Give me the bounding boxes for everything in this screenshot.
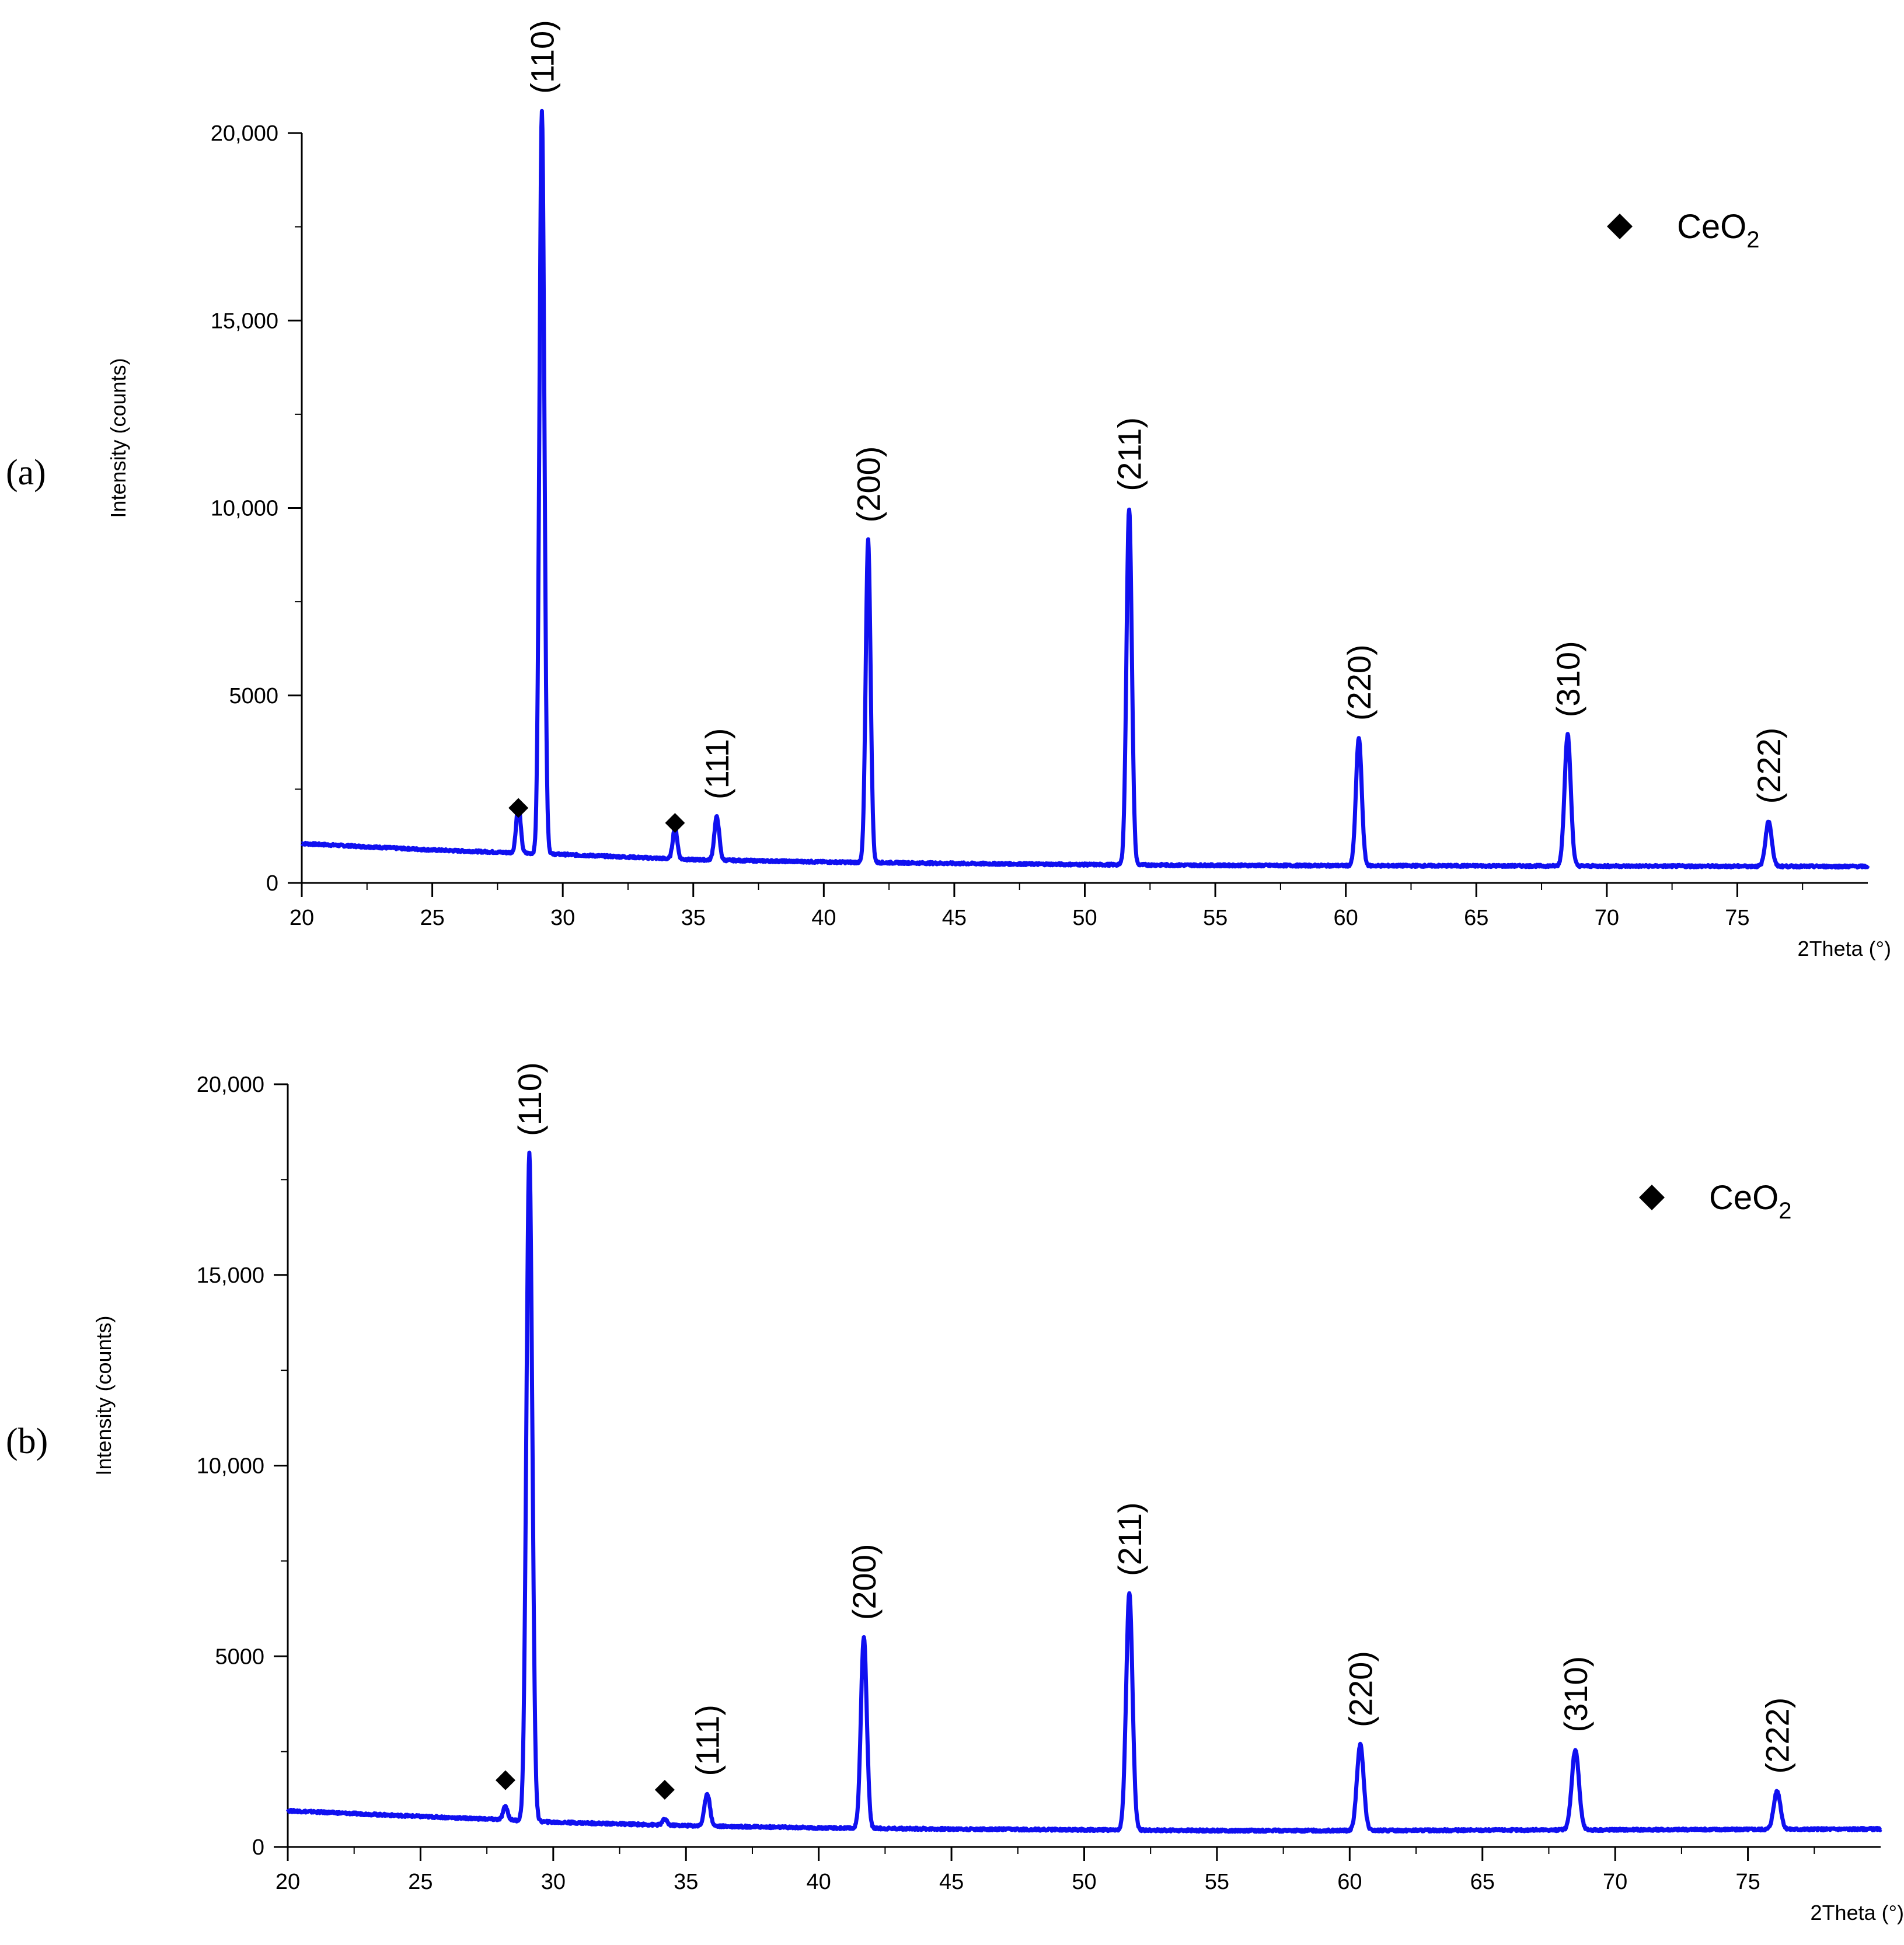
panel-label: (a): [6, 453, 46, 493]
peak-label: (222): [1750, 728, 1787, 804]
peak-label: (220): [1342, 1651, 1379, 1727]
peak-label: (211): [1111, 417, 1148, 491]
y-tick-label: 15,000: [211, 309, 278, 333]
x-tick-label: 60: [1337, 1870, 1362, 1894]
ceo2-marker-diamond: [508, 798, 529, 818]
x-tick-label: 55: [1203, 906, 1228, 930]
x-tick-label: 25: [420, 906, 444, 930]
x-tick-label: 65: [1464, 906, 1488, 930]
x-axis-title: 2Theta (°): [1811, 1901, 1904, 1925]
y-tick-label: 10,000: [197, 1454, 264, 1479]
diffraction-pattern-line: [285, 1150, 1882, 1834]
x-tick-label: 25: [408, 1870, 433, 1894]
peak-label: (200): [850, 446, 887, 523]
x-tick-label: 45: [942, 906, 967, 930]
ceo2-marker-diamond: [665, 813, 685, 833]
x-tick-label: 50: [1072, 1870, 1096, 1894]
x-tick-label: 20: [276, 1870, 300, 1894]
legend-label-subscript: 2: [1779, 1198, 1791, 1224]
x-tick-label: 45: [939, 1870, 964, 1894]
x-tick-label: 65: [1470, 1870, 1495, 1894]
x-tick-label: 35: [674, 1870, 698, 1894]
y-axis-title: Intensity (counts): [106, 358, 130, 518]
x-tick-label: 40: [807, 1870, 831, 1894]
legend-diamond-icon: [1639, 1185, 1665, 1210]
diffraction-pattern-line: [300, 109, 1870, 870]
peak-label: (220): [1341, 644, 1378, 721]
x-tick-label: 70: [1603, 1870, 1627, 1894]
x-tick-label: 30: [550, 906, 575, 930]
legend-label-main: CeO: [1709, 1179, 1779, 1217]
legend-label-subscript: 2: [1746, 227, 1759, 253]
legend-label: CeO2: [1709, 1179, 1792, 1224]
peak-label: (310): [1550, 641, 1586, 717]
peak-label: (222): [1759, 1698, 1796, 1774]
x-tick-label: 30: [541, 1870, 566, 1894]
x-tick-label: 20: [290, 906, 314, 930]
peak-label: (310): [1557, 1656, 1594, 1733]
y-tick-label: 20,000: [197, 1073, 264, 1097]
y-tick-label: 15,000: [197, 1263, 264, 1288]
x-tick-label: 75: [1725, 906, 1749, 930]
y-tick-label: 5000: [215, 1644, 264, 1669]
peak-label: (111): [689, 1705, 726, 1776]
y-tick-label: 5000: [229, 684, 278, 708]
ceo2-marker-diamond: [654, 1779, 675, 1800]
y-axis-title: Intensity (counts): [92, 1315, 116, 1475]
legend-label: CeO2: [1677, 208, 1760, 253]
panel-label: (b): [6, 1422, 48, 1461]
y-tick-label: 10,000: [211, 497, 278, 521]
x-tick-label: 55: [1205, 1870, 1229, 1894]
ceo2-marker-diamond: [495, 1770, 515, 1790]
x-tick-label: 50: [1072, 906, 1097, 930]
peak-label: (200): [846, 1544, 883, 1621]
x-axis-title: 2Theta (°): [1798, 937, 1891, 961]
legend-diamond-icon: [1607, 214, 1633, 239]
y-tick-label: 0: [266, 871, 278, 896]
y-tick-label: 0: [252, 1835, 264, 1860]
x-tick-label: 40: [811, 906, 836, 930]
x-tick-label: 60: [1334, 906, 1358, 930]
peak-label: (110): [511, 1062, 548, 1136]
peak-label: (211): [1111, 1502, 1148, 1576]
chart-panel-a: (a) 0 5000 10,000 15,000 20,000 20 25 30 35 40 45 50…: [6, 20, 1891, 961]
peak-label: (110): [524, 20, 560, 94]
x-tick-label: 75: [1735, 1870, 1760, 1894]
peak-label: (111): [699, 728, 735, 799]
y-tick-label: 20,000: [211, 121, 278, 146]
chart-panel-b: (b) 0 5000 10,000 15,000 20,000 20 25 30 35 40 45 50…: [6, 1062, 1904, 1925]
x-tick-label: 35: [681, 906, 706, 930]
legend-label-main: CeO: [1677, 208, 1746, 246]
x-tick-label: 70: [1595, 906, 1619, 930]
